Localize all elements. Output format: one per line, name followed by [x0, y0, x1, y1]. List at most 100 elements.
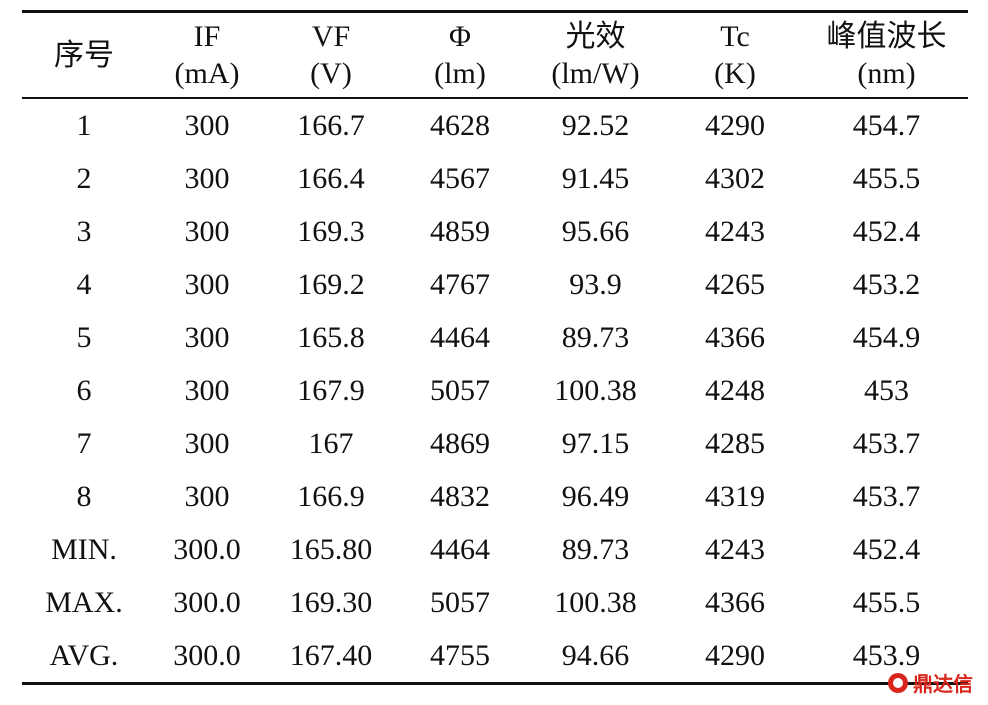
- table-row: MIN. 300.0 165.80 4464 89.73 4243 452.4: [22, 523, 968, 576]
- table-cell: 4265: [705, 267, 765, 301]
- table-cell: 300.0: [173, 532, 241, 566]
- header-line: (K): [714, 57, 756, 90]
- header-cell: VF (V): [268, 11, 394, 99]
- table-cell: 453.7: [852, 479, 921, 513]
- table-row: 4 300 169.2 4767 93.9 4265 453.2: [22, 258, 968, 311]
- header-line: (lm): [434, 57, 486, 90]
- header-line: Tc: [720, 20, 750, 53]
- table-body: 1 300 166.7 4628 92.52 4290 454.7 2 300 166.4 4567…: [22, 98, 968, 684]
- table-cell: 4767: [430, 267, 490, 301]
- table-cell: 167: [308, 426, 354, 460]
- table-cell: AVG.: [49, 638, 119, 672]
- table-cell: 4755: [430, 638, 490, 672]
- table-cell: 4243: [705, 532, 765, 566]
- header-line: (nm): [857, 57, 916, 90]
- table-cell: 94.66: [561, 638, 630, 672]
- table-cell: 4832: [430, 479, 490, 513]
- table-cell: 300: [184, 161, 230, 195]
- table-cell: 8: [76, 479, 92, 513]
- table-cell: 2: [76, 161, 92, 195]
- table-cell: 4464: [430, 532, 490, 566]
- table-cell: 452.4: [852, 214, 921, 248]
- table-cell: 300: [184, 373, 230, 407]
- table-cell: 4285: [705, 426, 765, 460]
- table-cell: 4464: [430, 320, 490, 354]
- header-line: 光效: [565, 20, 626, 53]
- table-cell: 4859: [430, 214, 490, 248]
- table-cell: MAX.: [45, 585, 123, 619]
- table-cell: 4628: [430, 108, 490, 142]
- table-cell: 166.4: [297, 161, 365, 195]
- table-cell: 5057: [430, 373, 490, 407]
- header-cell: 峰值波长 (nm): [805, 11, 968, 99]
- table-row: 8 300 166.9 4832 96.49 4319 453.7: [22, 470, 968, 523]
- table-cell: 300: [184, 320, 230, 354]
- data-table: 序号 IF (mA) VF (V) Φ (lm) 光效 (lm/W) Tc (K) 峰值波长 (nm) …: [22, 10, 968, 685]
- table-cell: 453.7: [852, 426, 921, 460]
- table-cell: 89.73: [561, 532, 630, 566]
- watermark-text: 鼎达信: [913, 672, 973, 696]
- header-cell: Φ (lm): [394, 11, 526, 99]
- table-cell: 4319: [705, 479, 765, 513]
- watermark-logo: [888, 672, 908, 693]
- watermark: 鼎达信: [886, 668, 973, 697]
- table-cell: 4567: [430, 161, 490, 195]
- table-cell: 453.2: [852, 267, 921, 301]
- table-cell: MIN.: [51, 532, 117, 566]
- table-cell: 3: [76, 214, 92, 248]
- table-row: 2 300 166.4 4567 91.45 4302 455.5: [22, 152, 968, 205]
- table-cell: 100.38: [554, 373, 637, 407]
- table-cell: 4: [76, 267, 92, 301]
- table-cell: 167.40: [289, 638, 373, 672]
- table-row: MAX. 300.0 169.30 5057 100.38 4366 455.5: [22, 576, 968, 629]
- header-line: IF: [193, 20, 221, 53]
- table-cell: 300.0: [173, 585, 241, 619]
- table-cell: 300: [184, 479, 230, 513]
- table-cell: 453.9: [852, 638, 921, 672]
- table-row: 3 300 169.3 4859 95.66 4243 452.4: [22, 205, 968, 258]
- table-cell: 169.3: [297, 214, 365, 248]
- header-row: 序号 IF (mA) VF (V) Φ (lm) 光效 (lm/W) Tc (K) 峰值波长 (nm): [22, 11, 968, 99]
- table-cell: 166.9: [297, 479, 365, 513]
- header-line: 序号: [54, 38, 114, 72]
- table-cell: 300: [184, 214, 230, 248]
- table-cell: 167.9: [297, 373, 365, 407]
- table-row: 7 300 167 4869 97.15 4285 453.7: [22, 417, 968, 470]
- header-line: (mA): [174, 57, 240, 90]
- header-line: Φ: [449, 20, 471, 53]
- table-cell: 91.45: [561, 161, 630, 195]
- table-cell: 92.52: [561, 108, 630, 142]
- table-cell: 4869: [430, 426, 490, 460]
- header-line: VF: [311, 20, 351, 53]
- table-cell: 4302: [705, 161, 765, 195]
- table-row: 1 300 166.7 4628 92.52 4290 454.7: [22, 98, 968, 152]
- header-cell: Tc (K): [665, 11, 805, 99]
- table-cell: 300.0: [173, 638, 241, 672]
- header-cell: 序号: [22, 11, 146, 99]
- table-cell: 455.5: [852, 161, 921, 195]
- table-cell: 97.15: [561, 426, 630, 460]
- table-cell: 300: [184, 426, 230, 460]
- table-cell: 300: [184, 267, 230, 301]
- table-cell: 453: [864, 373, 909, 407]
- table-row: 5 300 165.8 4464 89.73 4366 454.9: [22, 311, 968, 364]
- header-line: 峰值波长: [826, 20, 947, 53]
- header-line: (lm/W): [551, 57, 640, 90]
- table-cell: 4248: [705, 373, 765, 407]
- table-cell: 4290: [705, 108, 765, 142]
- table-cell: 166.7: [297, 108, 365, 142]
- table-header: 序号 IF (mA) VF (V) Φ (lm) 光效 (lm/W) Tc (K) 峰值波长 (nm): [22, 11, 968, 99]
- table-cell: 169.30: [289, 585, 373, 619]
- header-cell: 光效 (lm/W): [526, 11, 665, 99]
- table-cell: 300: [184, 108, 230, 142]
- table-row: 6 300 167.9 5057 100.38 4248 453: [22, 364, 968, 417]
- table-cell: 4290: [705, 638, 765, 672]
- table-row: AVG. 300.0 167.40 4755 94.66 4290 453.9: [22, 629, 968, 684]
- table-cell: 165.8: [297, 320, 365, 354]
- table-cell: 96.49: [561, 479, 630, 513]
- table-cell: 455.5: [852, 585, 921, 619]
- table-cell: 4243: [705, 214, 765, 248]
- table-cell: 93.9: [569, 267, 622, 301]
- table-cell: 95.66: [561, 214, 630, 248]
